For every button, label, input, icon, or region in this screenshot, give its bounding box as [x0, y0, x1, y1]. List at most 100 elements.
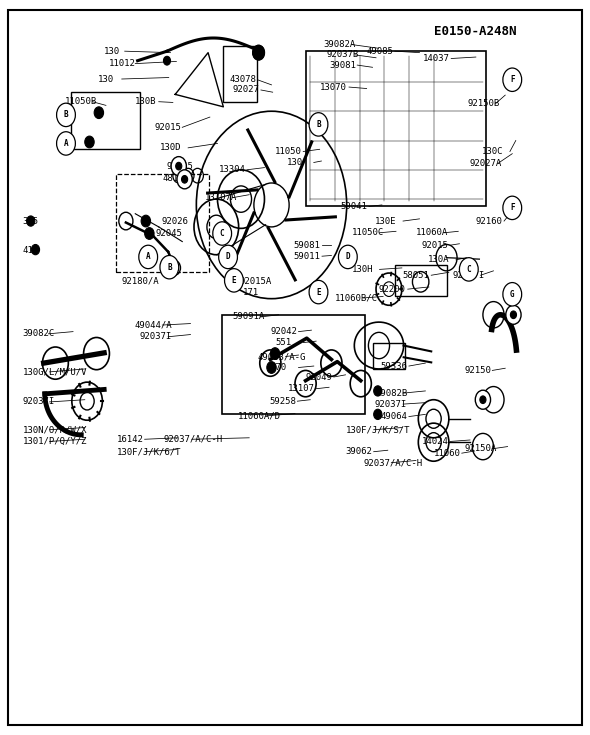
Text: 315: 315 [22, 217, 39, 226]
Text: 130F/J/K/6/T: 130F/J/K/6/T [116, 447, 181, 456]
Text: 11060A: 11060A [416, 229, 448, 237]
Bar [222, 315, 365, 415]
Text: D: D [346, 252, 350, 262]
Circle shape [219, 245, 237, 269]
Text: 59041: 59041 [341, 202, 368, 211]
Circle shape [373, 409, 382, 420]
Text: 49085: 49085 [366, 47, 394, 56]
Text: 481: 481 [163, 174, 179, 183]
Text: B: B [167, 262, 172, 272]
Text: 11060A/D: 11060A/D [238, 412, 281, 420]
Text: C: C [220, 229, 225, 238]
Text: 92150: 92150 [464, 366, 491, 375]
Text: 39082B: 39082B [375, 389, 407, 398]
Text: 92160: 92160 [476, 217, 503, 226]
Text: 92026: 92026 [161, 217, 188, 226]
Circle shape [57, 103, 76, 126]
Text: 92045: 92045 [155, 229, 182, 238]
Text: 130F/J/K/S/T: 130F/J/K/S/T [346, 426, 410, 434]
Text: 49064: 49064 [381, 412, 408, 421]
Text: 92037I: 92037I [140, 332, 172, 341]
Circle shape [253, 46, 264, 60]
Circle shape [94, 107, 104, 118]
Circle shape [57, 132, 76, 155]
Circle shape [176, 162, 182, 170]
Text: 59081: 59081 [294, 241, 321, 250]
Text: C: C [467, 265, 471, 274]
Text: 59336: 59336 [381, 362, 408, 370]
Text: E: E [316, 287, 321, 297]
Text: 130A: 130A [428, 255, 449, 265]
Text: F: F [510, 75, 514, 85]
Text: 16142: 16142 [116, 435, 143, 444]
Text: 13107A: 13107A [205, 193, 237, 202]
Bar [224, 46, 257, 102]
Bar [306, 51, 486, 207]
Text: 13070: 13070 [320, 82, 347, 92]
Text: 92037B: 92037B [327, 50, 359, 60]
Text: 92027A: 92027A [470, 159, 502, 168]
Circle shape [177, 170, 192, 189]
Text: F: F [510, 204, 514, 212]
Text: G: G [510, 290, 514, 299]
Circle shape [27, 216, 35, 226]
Text: 39062: 39062 [346, 447, 372, 456]
Circle shape [171, 157, 186, 176]
Text: 11060: 11060 [434, 448, 460, 458]
Text: 130G/L/M/U/V: 130G/L/M/U/V [22, 368, 87, 376]
Text: 92027: 92027 [232, 85, 260, 95]
Text: 171: 171 [243, 287, 260, 297]
Text: B: B [316, 120, 321, 129]
Circle shape [309, 280, 328, 304]
Circle shape [270, 348, 280, 359]
Text: 130N/O/R/W/X: 130N/O/R/W/X [22, 426, 87, 434]
Text: 11050: 11050 [275, 147, 302, 156]
Text: A: A [146, 252, 150, 262]
Text: 92150B: 92150B [467, 99, 499, 108]
Text: 92015: 92015 [154, 123, 181, 132]
Text: 130C: 130C [482, 147, 503, 156]
Bar [116, 174, 209, 272]
Text: 92037/A/C-H: 92037/A/C-H [163, 435, 222, 444]
Circle shape [85, 136, 94, 148]
Text: 130: 130 [287, 158, 303, 167]
Text: 92049: 92049 [306, 373, 332, 381]
Text: 92200: 92200 [379, 284, 406, 294]
Circle shape [510, 311, 516, 318]
Text: 870: 870 [270, 363, 287, 372]
Text: 130B: 130B [135, 97, 157, 106]
Circle shape [373, 386, 382, 396]
Text: 59258: 59258 [269, 397, 296, 406]
Circle shape [339, 245, 358, 269]
Circle shape [160, 256, 179, 279]
Circle shape [460, 258, 478, 281]
Circle shape [309, 112, 328, 136]
Circle shape [141, 215, 150, 227]
Text: 59011: 59011 [294, 251, 321, 261]
Text: 92042: 92042 [270, 327, 297, 336]
Circle shape [253, 46, 264, 60]
Circle shape [145, 228, 154, 240]
Bar [71, 92, 140, 149]
Circle shape [267, 362, 276, 373]
Text: 58051: 58051 [402, 270, 430, 280]
Text: 130: 130 [104, 47, 120, 56]
Text: E0150-A248N: E0150-A248N [434, 25, 517, 37]
Circle shape [182, 176, 188, 183]
Bar [395, 265, 447, 295]
Text: 92150A: 92150A [464, 444, 496, 453]
Text: 410: 410 [22, 245, 39, 255]
Text: 130D: 130D [160, 143, 182, 152]
Text: 1301/P/Q/Y/Z: 1301/P/Q/Y/Z [22, 437, 87, 446]
Text: 130H: 130H [352, 265, 373, 274]
Text: 92037I: 92037I [375, 400, 407, 409]
Text: 92037I: 92037I [22, 398, 55, 406]
Circle shape [480, 396, 486, 404]
Text: D: D [226, 252, 230, 262]
Bar [372, 343, 405, 369]
Text: 11012: 11012 [109, 59, 136, 68]
Text: B: B [64, 110, 68, 119]
Text: 43078: 43078 [230, 75, 256, 85]
Circle shape [503, 68, 522, 91]
Polygon shape [175, 53, 224, 107]
